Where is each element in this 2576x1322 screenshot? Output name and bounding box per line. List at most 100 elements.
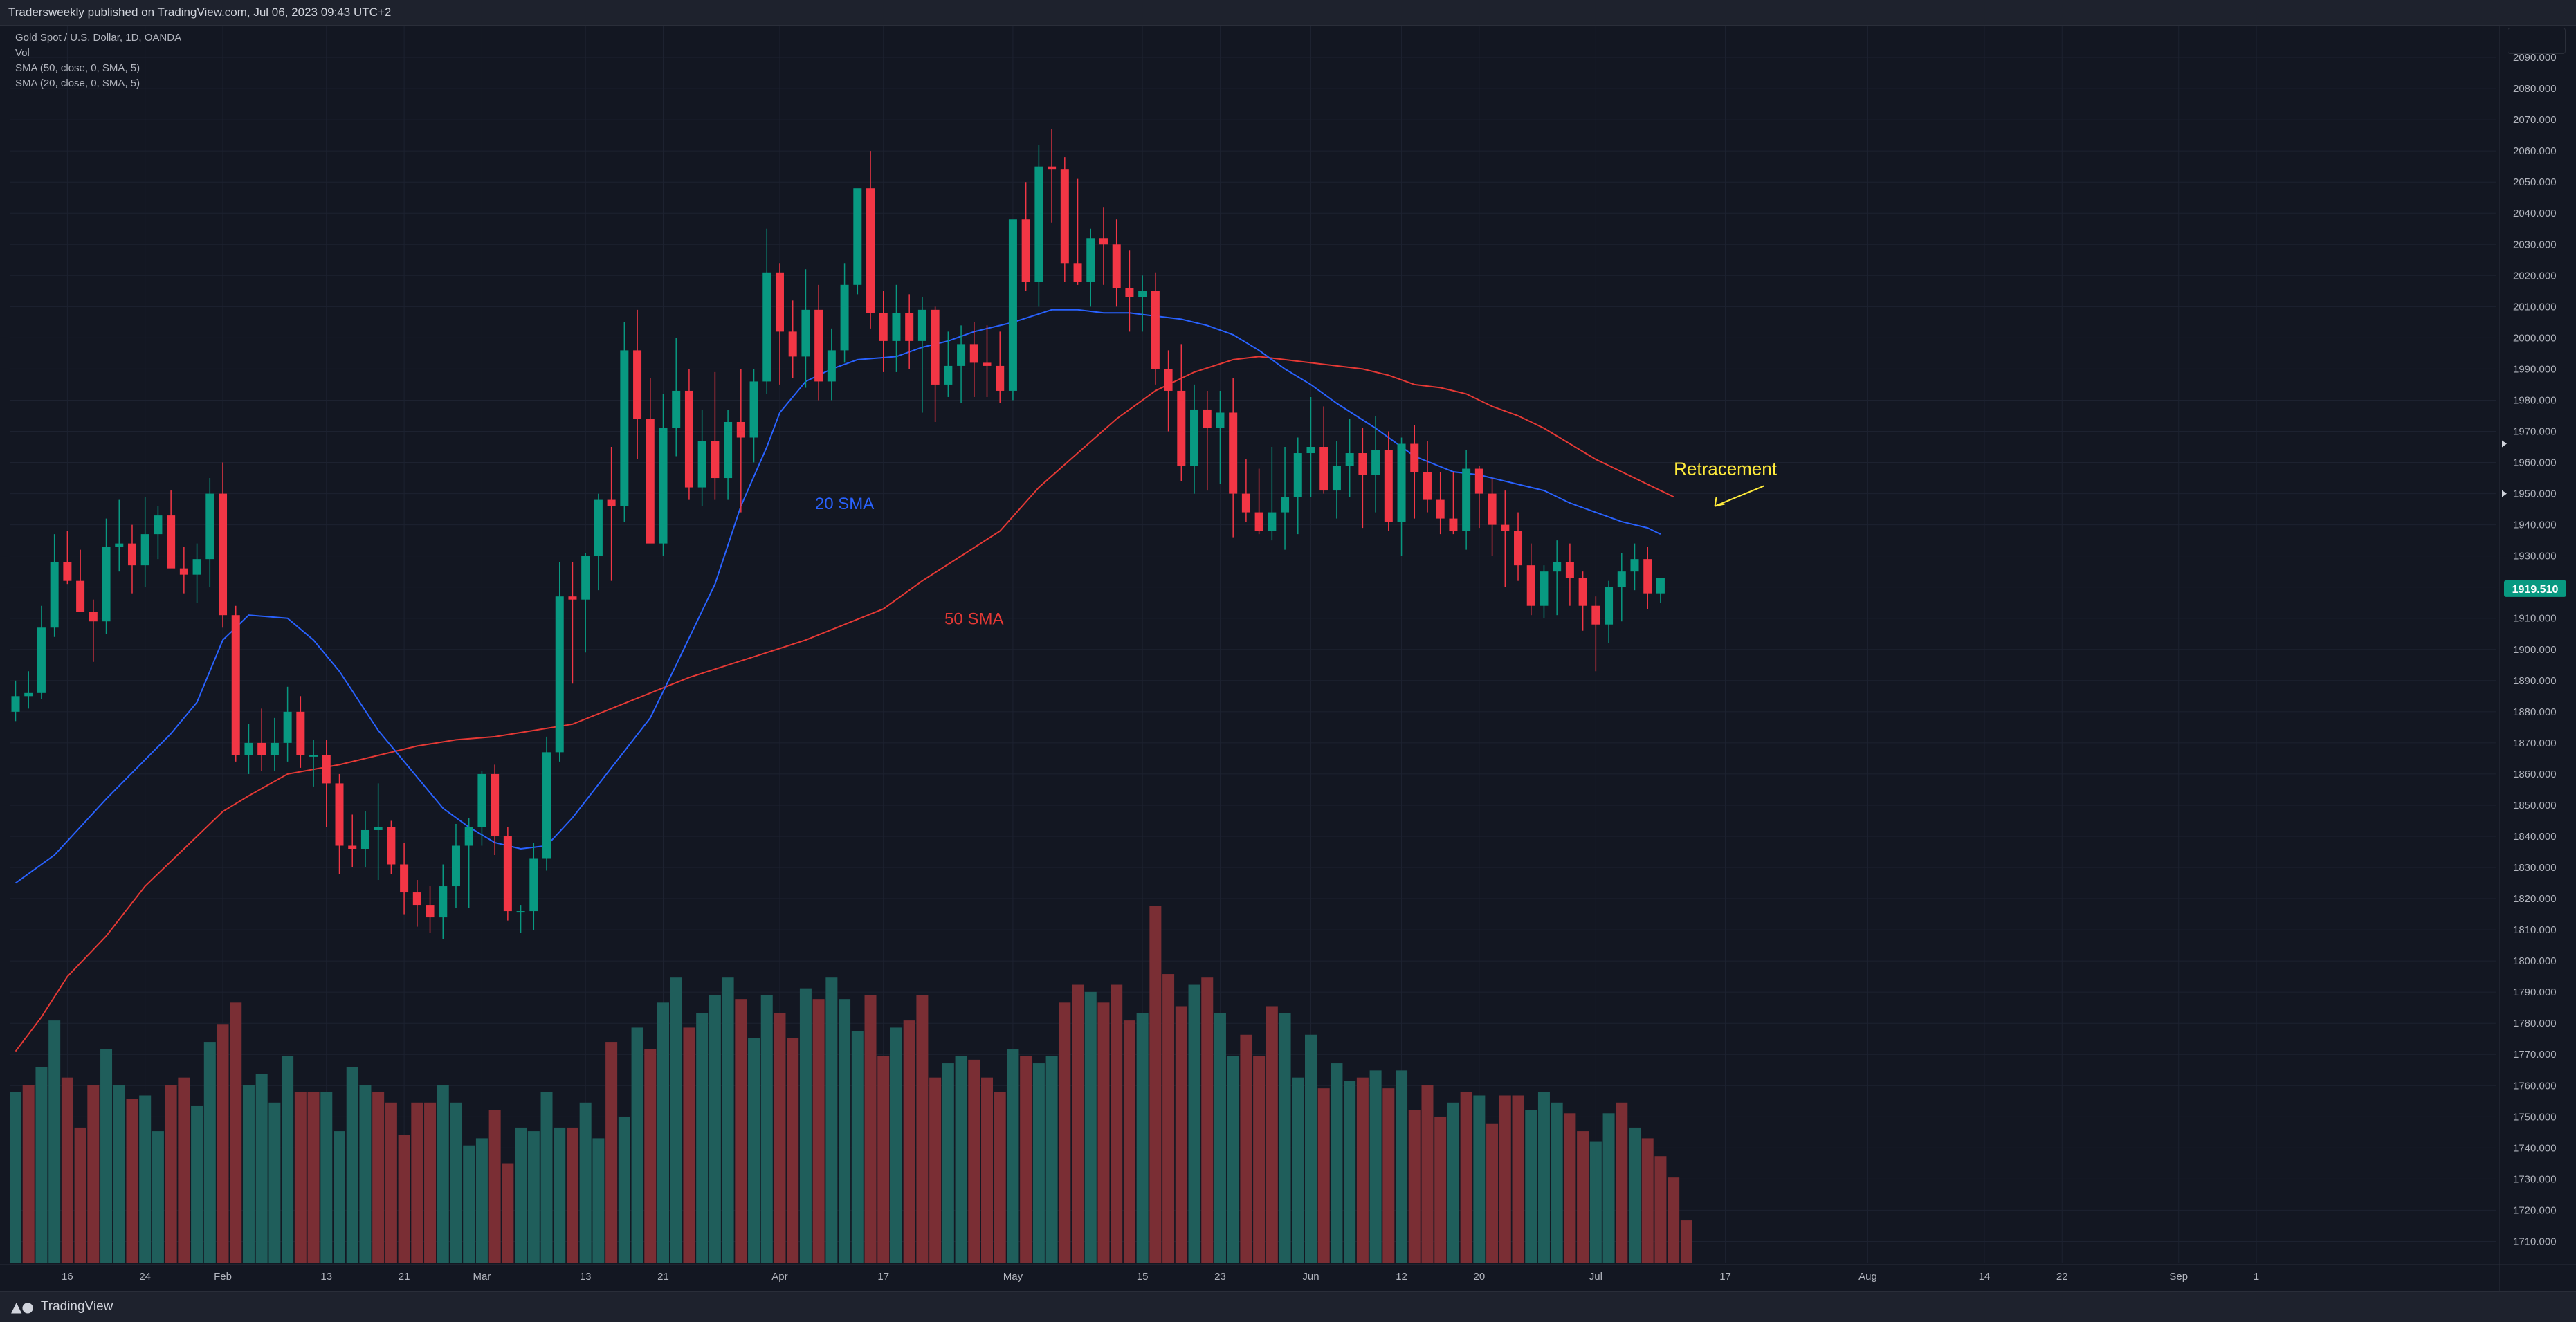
candle-body[interactable] [127, 543, 136, 566]
candle-body[interactable] [1164, 369, 1173, 391]
candle-body[interactable] [1488, 493, 1497, 525]
candle-body[interactable] [115, 543, 124, 547]
candle-body[interactable] [957, 344, 966, 366]
candle-body[interactable] [503, 836, 512, 912]
candle-body[interactable] [594, 499, 603, 556]
candle-body[interactable] [1410, 443, 1419, 472]
candle-body[interactable] [1474, 468, 1483, 494]
candle-body[interactable] [374, 827, 383, 830]
candle-body[interactable] [1021, 219, 1030, 282]
candle-body[interactable] [1423, 472, 1432, 500]
candle-body[interactable] [1190, 409, 1199, 466]
candle-body[interactable] [491, 773, 500, 836]
candle-body[interactable] [1125, 288, 1134, 297]
candle-body[interactable] [568, 596, 577, 600]
candle-body[interactable] [451, 845, 460, 887]
candle-body[interactable] [1229, 412, 1238, 494]
candle-body[interactable] [1008, 219, 1017, 391]
candle-body[interactable] [11, 696, 20, 712]
candle-body[interactable] [853, 188, 862, 285]
candle-body[interactable] [1526, 565, 1535, 606]
candle-body[interactable] [762, 272, 771, 382]
candle-body[interactable] [1436, 499, 1445, 519]
candle-body[interactable] [464, 827, 473, 846]
candle-body[interactable] [866, 188, 875, 313]
candle-body[interactable] [1449, 518, 1458, 531]
candle-body[interactable] [684, 390, 693, 488]
price-scale-marker[interactable] [2502, 440, 2507, 448]
candle-body[interactable] [244, 742, 253, 755]
candle-body[interactable] [827, 350, 836, 382]
candle-body[interactable] [360, 829, 369, 849]
candle-body[interactable] [309, 755, 318, 757]
candle-body[interactable] [1281, 497, 1290, 513]
candle-body[interactable] [1656, 578, 1665, 594]
annotation-label[interactable]: Retracement [1674, 459, 1778, 479]
candle-body[interactable] [659, 428, 668, 544]
candle-body[interactable] [840, 284, 849, 351]
candle-body[interactable] [1540, 571, 1549, 606]
candle-body[interactable] [140, 534, 149, 566]
candle-body[interactable] [775, 272, 784, 332]
candle-body[interactable] [879, 313, 888, 341]
candle-body[interactable] [814, 309, 823, 382]
candle-body[interactable] [1293, 453, 1302, 497]
candle-body[interactable] [788, 331, 797, 357]
candle-body[interactable] [905, 313, 914, 341]
candle-body[interactable] [529, 858, 538, 912]
tradingview-logo[interactable]: ▲● TradingView [11, 1298, 113, 1315]
candle-body[interactable] [63, 562, 72, 581]
candle-body[interactable] [283, 711, 292, 743]
candle-body[interactable] [1086, 238, 1095, 282]
candle-body[interactable] [335, 783, 344, 846]
candle-body[interactable] [1384, 450, 1393, 522]
candle-body[interactable] [412, 892, 421, 906]
candle-body[interactable] [154, 515, 163, 535]
candle-body[interactable] [1216, 412, 1225, 428]
candle-body[interactable] [1138, 291, 1147, 297]
candle-body[interactable] [1553, 562, 1562, 572]
candle-body[interactable] [1643, 559, 1652, 594]
candle-body[interactable] [296, 711, 305, 755]
candle-body[interactable] [1501, 524, 1510, 531]
candle-body[interactable] [1306, 447, 1315, 454]
candle-body[interactable] [192, 559, 201, 575]
candle-body[interactable] [400, 864, 409, 893]
candle-body[interactable] [24, 692, 33, 697]
candle-body[interactable] [1073, 263, 1082, 282]
candle-body[interactable] [1099, 238, 1108, 245]
candle-body[interactable] [1397, 443, 1406, 522]
candle-body[interactable] [1060, 169, 1069, 264]
candle-body[interactable] [102, 547, 111, 622]
candle-body[interactable] [969, 344, 978, 363]
candle-body[interactable] [426, 905, 435, 918]
candle-body[interactable] [983, 362, 992, 366]
candle-body[interactable] [348, 845, 357, 849]
candle-body[interactable] [387, 827, 396, 865]
candle-body[interactable] [1332, 466, 1341, 491]
candle-body[interactable] [257, 742, 266, 755]
candle-body[interactable] [672, 390, 681, 428]
candle-body[interactable] [477, 773, 486, 827]
candle-body[interactable] [1591, 605, 1600, 625]
candle-body[interactable] [1048, 166, 1057, 170]
candle-body[interactable] [1514, 531, 1523, 566]
candle-body[interactable] [801, 309, 810, 357]
candle-body[interactable] [944, 365, 953, 385]
candle-body[interactable] [76, 580, 85, 612]
legend-sma20[interactable]: SMA (20, close, 0, SMA, 5) [15, 77, 140, 89]
candle-body[interactable] [633, 350, 642, 419]
candle-body[interactable] [231, 615, 240, 755]
candle-body[interactable] [205, 493, 214, 560]
candle-body[interactable] [1151, 291, 1160, 369]
candle-body[interactable] [1034, 166, 1043, 282]
candle-body[interactable] [892, 313, 901, 341]
candle-body[interactable] [931, 309, 940, 385]
candle-body[interactable] [439, 886, 448, 918]
candle-body[interactable] [607, 499, 616, 506]
candle-body[interactable] [50, 562, 59, 628]
candle-body[interactable] [555, 596, 564, 753]
candle-body[interactable] [724, 421, 733, 479]
candle-body[interactable] [1630, 559, 1639, 572]
candle-body[interactable] [270, 742, 279, 755]
